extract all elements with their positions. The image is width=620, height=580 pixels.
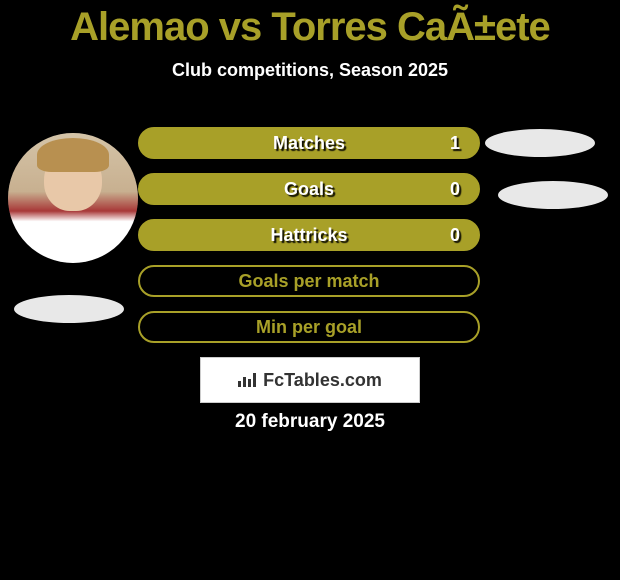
source-label: FcTables.com (263, 370, 382, 391)
comparison-card: Alemao vs Torres CaÃ±ete Club competitio… (0, 5, 620, 580)
stat-rows: Matches 1 Goals 0 Hattricks 0 Goals per … (138, 127, 480, 357)
source-badge: FcTables.com (200, 357, 420, 403)
stat-label: Matches (273, 133, 345, 154)
stat-label: Goals per match (238, 271, 379, 292)
stat-value: 0 (450, 225, 460, 246)
page-subtitle: Club competitions, Season 2025 (0, 60, 620, 81)
stat-label: Goals (284, 179, 334, 200)
stat-row: Goals 0 (138, 173, 480, 205)
date-label: 20 february 2025 (0, 411, 620, 433)
avatar-placeholder-icon (8, 133, 138, 263)
stat-row: Goals per match (138, 265, 480, 297)
ellipse-right-1 (485, 129, 595, 157)
stat-row: Min per goal (138, 311, 480, 343)
stat-row: Matches 1 (138, 127, 480, 159)
stat-label: Min per goal (256, 317, 362, 338)
stat-label: Hattricks (270, 225, 347, 246)
player-left-avatar (8, 133, 138, 263)
stat-value: 1 (450, 133, 460, 154)
stat-value: 0 (450, 179, 460, 200)
ellipse-right-2 (498, 181, 608, 209)
stat-row: Hattricks 0 (138, 219, 480, 251)
page-title: Alemao vs Torres CaÃ±ete (0, 5, 620, 50)
barchart-icon (238, 373, 258, 387)
ellipse-left (14, 295, 124, 323)
